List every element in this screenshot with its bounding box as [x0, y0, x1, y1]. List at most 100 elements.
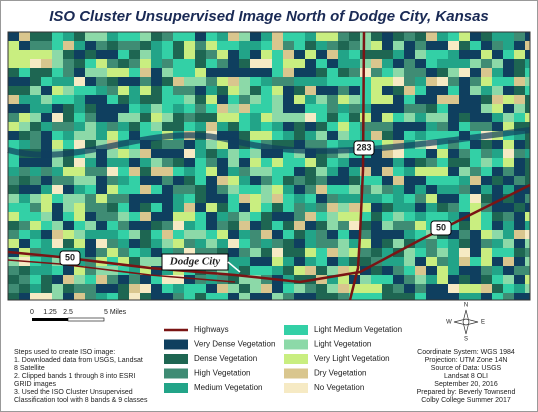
- field: [85, 275, 96, 284]
- field: [393, 185, 404, 194]
- field: [459, 86, 470, 95]
- field: [41, 68, 52, 77]
- field: [349, 113, 360, 122]
- field: [437, 212, 448, 221]
- field: [96, 221, 107, 230]
- highway: [348, 31, 366, 301]
- field: [338, 86, 349, 95]
- field: [184, 230, 195, 239]
- field: [283, 140, 294, 149]
- field: [294, 257, 305, 266]
- field: [140, 140, 151, 149]
- field: [294, 77, 305, 86]
- field: [206, 122, 217, 131]
- field: [52, 104, 63, 113]
- river: [7, 127, 531, 158]
- field: [371, 248, 382, 257]
- field: [503, 284, 514, 293]
- field: [151, 203, 162, 212]
- field: [8, 41, 19, 50]
- field: [426, 41, 437, 50]
- field: [316, 86, 327, 95]
- field: [63, 194, 74, 203]
- field: [448, 104, 459, 113]
- field: [426, 113, 437, 122]
- field: [272, 140, 283, 149]
- field: [30, 50, 41, 59]
- field: [492, 158, 503, 167]
- field: [404, 275, 415, 284]
- field: [481, 77, 492, 86]
- field: [283, 221, 294, 230]
- field: [85, 266, 96, 275]
- field: [481, 149, 492, 158]
- field: [481, 248, 492, 257]
- field: [415, 104, 426, 113]
- field: [19, 185, 30, 194]
- credit-line: Projection: UTM Zone 14N: [425, 357, 508, 364]
- field: [129, 248, 140, 257]
- field: [404, 122, 415, 131]
- field: [85, 149, 96, 158]
- field: [294, 212, 305, 221]
- field: [151, 167, 162, 176]
- field: [118, 257, 129, 266]
- field: [294, 284, 305, 293]
- field: [349, 176, 360, 185]
- field: [96, 95, 107, 104]
- field: [52, 257, 63, 266]
- field: [338, 194, 349, 203]
- field: [129, 275, 140, 284]
- field: [503, 185, 514, 194]
- field: [481, 59, 492, 68]
- field: [470, 221, 481, 230]
- field: [8, 104, 19, 113]
- field: [129, 113, 140, 122]
- city-label: Dodge City: [169, 256, 221, 268]
- field: [525, 86, 530, 95]
- field: [426, 104, 437, 113]
- field: [481, 266, 492, 275]
- field: [173, 284, 184, 293]
- field: [492, 212, 503, 221]
- field: [41, 95, 52, 104]
- field: [239, 104, 250, 113]
- credit-line: Prepared by: Beverly Townsend: [417, 389, 516, 396]
- field: [195, 95, 206, 104]
- field: [492, 86, 503, 95]
- field: [283, 95, 294, 104]
- field: [195, 293, 206, 300]
- field: [52, 32, 63, 41]
- field: [74, 32, 85, 41]
- field: [41, 221, 52, 230]
- field: [360, 131, 371, 140]
- field: [382, 257, 393, 266]
- field: [140, 203, 151, 212]
- field: [184, 104, 195, 113]
- field: [525, 59, 530, 68]
- legend-swatch: [164, 368, 188, 379]
- field: [283, 230, 294, 239]
- field: [514, 131, 525, 140]
- field: [459, 257, 470, 266]
- field: [327, 239, 338, 248]
- field: [371, 104, 382, 113]
- field: [96, 266, 107, 275]
- field: [327, 122, 338, 131]
- field: [19, 59, 30, 68]
- field: [283, 32, 294, 41]
- field: [448, 221, 459, 230]
- field: [250, 86, 261, 95]
- field: [294, 149, 305, 158]
- field: [272, 257, 283, 266]
- field: [129, 41, 140, 50]
- field: [217, 140, 228, 149]
- field: [338, 77, 349, 86]
- field: [316, 158, 327, 167]
- field: [107, 257, 118, 266]
- field: [250, 185, 261, 194]
- field: [393, 131, 404, 140]
- field: [173, 32, 184, 41]
- field: [41, 248, 52, 257]
- field: [371, 239, 382, 248]
